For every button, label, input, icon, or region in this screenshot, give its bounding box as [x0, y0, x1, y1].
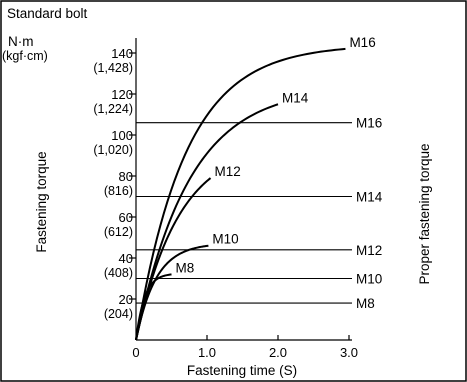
unit-secondary: (kgf·cm) [2, 49, 48, 63]
y-axis-label: Fastening torque [34, 151, 49, 252]
unit-primary: N·m [8, 34, 34, 49]
curve-label-m8: M8 [176, 260, 195, 275]
proper-torque-label: M10 [356, 272, 382, 287]
y-tick-label: 140 [111, 46, 133, 61]
x-ticks: 0 1.0 2.0 3.0 [132, 335, 358, 360]
y-tick-sublabel: (1,224) [93, 102, 133, 116]
y-tick-label: 60 [119, 210, 133, 225]
proper-torque-label: M12 [356, 243, 382, 258]
y-tick-sublabel: (816) [104, 184, 133, 198]
chart-title: Standard bolt [7, 6, 88, 21]
y-tick-sublabel: (1,428) [93, 61, 133, 75]
torque-curve-m16 [136, 49, 345, 340]
y-tick-sublabel: (408) [104, 266, 133, 280]
y-tick-label: 40 [119, 251, 133, 266]
x-tick-label: 2.0 [269, 345, 287, 360]
curve-label-m14: M14 [282, 90, 309, 105]
y-tick-label: 100 [111, 128, 133, 143]
proper-torque-label: M16 [356, 116, 382, 131]
x-tick-label: 3.0 [340, 345, 358, 360]
y-tick-label: 80 [119, 169, 133, 184]
curve-label-m10: M10 [212, 232, 238, 247]
y-tick-label: 20 [119, 292, 133, 307]
x-axis-label: Fastening time (S) [187, 363, 297, 378]
curve-label-m16: M16 [349, 35, 375, 50]
torque-curve-m14 [136, 104, 278, 340]
y-tick-sublabel: (204) [104, 307, 133, 321]
proper-torque-label: M8 [356, 296, 375, 311]
y-ticks: 20(204) 40(408) 60(612) 80(816) 100(1,020) 12… [93, 46, 136, 321]
x-tick-label: 0 [132, 345, 139, 360]
y-tick-sublabel: (1,020) [93, 143, 133, 157]
proper-torque-label: M14 [356, 190, 383, 205]
y-tick-label: 120 [111, 87, 133, 102]
torque-curves: M8 M10 M12 M14 M16 [136, 35, 376, 340]
x-tick-label: 1.0 [198, 345, 216, 360]
y2-axis-label: Proper fastening torque [417, 143, 432, 284]
curve-label-m12: M12 [215, 164, 241, 179]
y-tick-sublabel: (612) [104, 225, 133, 239]
